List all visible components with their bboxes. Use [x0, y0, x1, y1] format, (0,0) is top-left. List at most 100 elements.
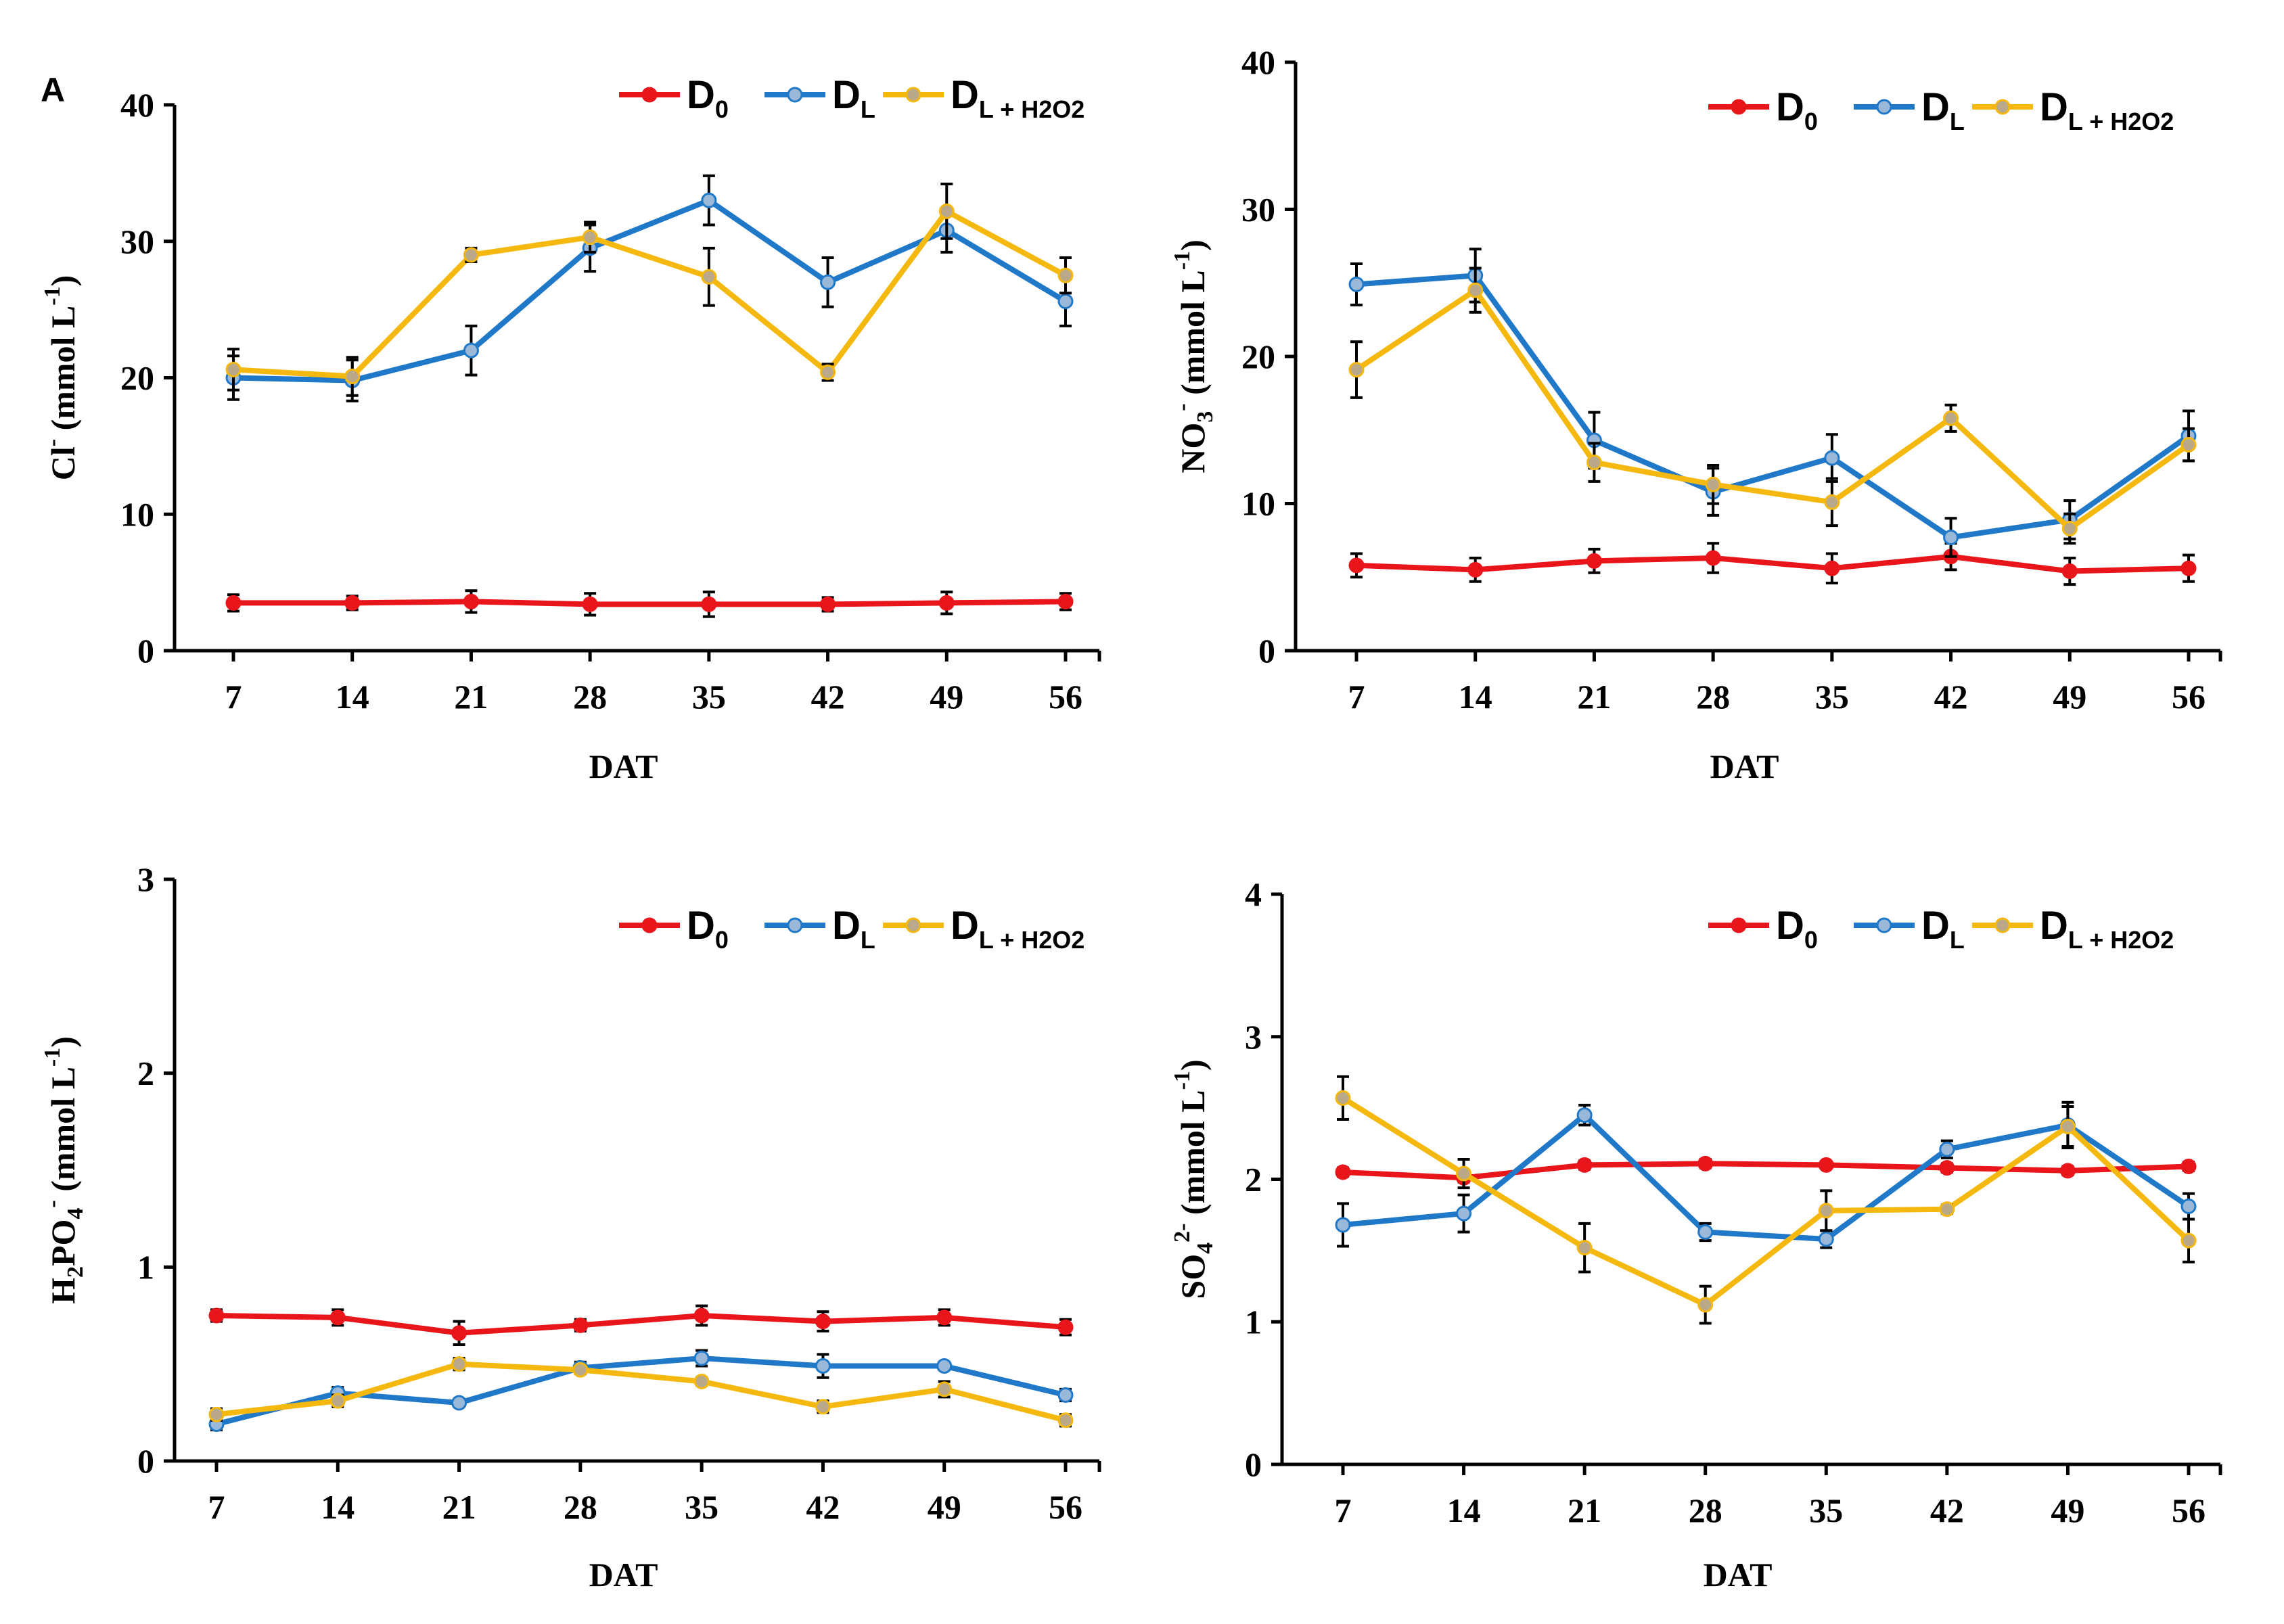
- data-point: [572, 1317, 589, 1333]
- legend-label-sub: 0: [1804, 108, 1818, 135]
- data-point: [815, 1314, 831, 1330]
- x-tick-label: 28: [1696, 678, 1730, 716]
- legend-item-D0: D0: [1708, 904, 1818, 954]
- legend-item-DLH2O2: DL + H2O2: [883, 73, 1084, 123]
- x-tick-label: 21: [442, 1488, 476, 1526]
- x-tick-label: 7: [1335, 1491, 1352, 1529]
- data-point: [2180, 1199, 2197, 1215]
- data-point: [1057, 593, 1074, 609]
- legend-label-sub: L + H2O2: [2068, 108, 2174, 135]
- x-tick-label: 28: [1689, 1491, 1722, 1529]
- legend-label-main: D: [832, 73, 861, 117]
- data-point: [2059, 1119, 2076, 1135]
- data-point: [2059, 1163, 2076, 1179]
- y-title-main: ): [1174, 1059, 1212, 1071]
- data-point: [936, 1309, 953, 1326]
- data-point: [208, 1307, 225, 1324]
- x-tick-label: 35: [1815, 678, 1849, 716]
- data-point: [701, 596, 717, 612]
- y-title-sub: 4: [1193, 1243, 1218, 1254]
- data-point: [225, 361, 242, 377]
- x-axis-title: DAT: [589, 747, 658, 785]
- legend-label-sub: L: [861, 95, 875, 123]
- x-tick-label: 28: [573, 678, 607, 716]
- legend-item-DL: DL: [1854, 904, 1965, 954]
- x-tick-label: 56: [2172, 678, 2206, 716]
- legend-label-main: D: [832, 904, 861, 948]
- legend-item-DL: DL: [764, 73, 875, 123]
- series-line: [1342, 1161, 2189, 1181]
- y-title-main: (mmol L: [1174, 1090, 1212, 1223]
- x-axis-title: DAT: [1704, 1556, 1773, 1594]
- data-point: [2180, 560, 2197, 576]
- data-point: [1697, 1155, 1714, 1171]
- legend-label-sub: L + H2O2: [979, 95, 1084, 123]
- data-point: [344, 368, 361, 384]
- data-point: [225, 595, 242, 611]
- data-point: [1467, 561, 1484, 578]
- legend-label: DL + H2O2: [2040, 904, 2174, 954]
- data-point: [1943, 410, 1959, 426]
- data-point: [1824, 560, 1840, 576]
- legend-label-main: D: [2040, 904, 2068, 948]
- x-tick-label: 21: [1577, 678, 1611, 716]
- y-tick-label: 20: [1241, 338, 1275, 375]
- y-tick-label: 3: [1245, 1018, 1262, 1056]
- legend-label-sub: L: [1950, 926, 1965, 954]
- legend-label-sub: 0: [1804, 926, 1818, 954]
- legend-label-main: D: [1776, 904, 1804, 948]
- data-point: [463, 342, 479, 358]
- data-point: [820, 596, 836, 612]
- data-point: [936, 1358, 953, 1374]
- data-point: [1586, 455, 1602, 471]
- y-title-main: NO: [1174, 423, 1212, 473]
- data-point: [1939, 1201, 1955, 1217]
- legend-swatch-marker: [1994, 99, 2011, 115]
- y-tick-label: 30: [120, 223, 154, 260]
- legend-label-main: D: [1921, 904, 1950, 948]
- x-tick-label: 49: [2053, 678, 2086, 716]
- x-tick-label: 7: [1348, 678, 1365, 716]
- y-tick-label: 10: [1241, 485, 1275, 523]
- legend-label-main: D: [2040, 85, 2068, 129]
- data-point: [938, 203, 955, 219]
- y-title-sub: 3: [1193, 411, 1218, 423]
- series-line: [1356, 553, 2189, 574]
- data-point: [463, 247, 479, 263]
- data-point: [1348, 557, 1365, 574]
- legend-label: D0: [1776, 904, 1818, 954]
- data-point: [693, 1373, 710, 1389]
- data-point: [1697, 1297, 1714, 1313]
- series-D0: [225, 589, 1074, 618]
- legend-label: DL + H2O2: [951, 73, 1084, 123]
- data-point: [2061, 520, 2078, 536]
- data-point: [451, 1325, 467, 1341]
- data-point: [2061, 563, 2078, 580]
- x-tick-label: 7: [208, 1488, 225, 1526]
- x-tick-label: 56: [2172, 1491, 2206, 1529]
- data-point: [2180, 437, 2197, 453]
- legend-item-D0: D0: [619, 904, 729, 954]
- x-tick-label: 21: [1568, 1491, 1601, 1529]
- data-point: [1335, 1217, 1351, 1233]
- x-tick-label: 14: [1447, 1491, 1481, 1529]
- data-point: [1824, 450, 1840, 466]
- y-title-main: (mmol L: [44, 1067, 82, 1200]
- data-point: [1939, 1141, 1955, 1157]
- y-tick-label: 2: [1245, 1161, 1262, 1199]
- y-title-main: PO: [44, 1220, 82, 1266]
- data-point: [1456, 1165, 1472, 1182]
- data-point: [451, 1356, 467, 1372]
- x-axis-title: DAT: [589, 1556, 658, 1594]
- legend-item-D0: D0: [619, 73, 729, 123]
- y-title-sub: 2: [63, 1266, 88, 1278]
- legend-label-main: D: [951, 73, 979, 117]
- data-point: [1057, 294, 1074, 310]
- data-point: [1057, 1319, 1074, 1335]
- data-point: [936, 1381, 953, 1397]
- y-title-sup: -1: [40, 1048, 65, 1067]
- series-DLH2O2: [208, 1356, 1074, 1429]
- data-point: [938, 595, 955, 611]
- series-DLH2O2: [1348, 266, 2197, 545]
